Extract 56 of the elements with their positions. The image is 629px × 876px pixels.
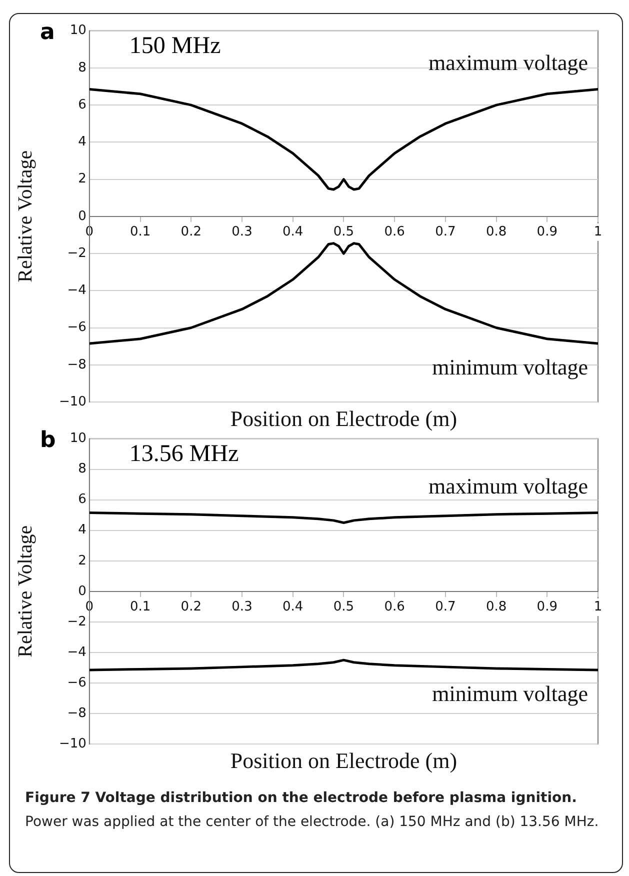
y-tick-label: 6	[78, 97, 86, 112]
y-tick-label: 6	[78, 492, 86, 508]
series-label: maximum voltage	[428, 50, 588, 76]
y-tick-label: 10	[70, 23, 86, 38]
y-tick-label: 2	[78, 553, 86, 568]
y-tick-label: 0	[78, 208, 86, 224]
x-tick-label: 0.1	[130, 224, 151, 240]
caption: Figure 7 Voltage distribution on the electrode before plasma ignition.	[25, 790, 577, 806]
series-label: minimum voltage	[432, 354, 588, 380]
y-tick-label: −4	[67, 283, 86, 298]
y-axis-title: Relative Voltage	[14, 150, 36, 282]
x-tick-label: 0.9	[536, 600, 558, 615]
text: b	[40, 428, 56, 453]
text: Power was applied at the center of the electrode. (a) 150 MHz and (b) 13.56 MHz.	[25, 814, 599, 830]
x-tick-label: 0.5	[333, 600, 354, 615]
y-tick-label: −4	[67, 644, 86, 660]
x-tick-label: 0.2	[180, 600, 202, 615]
y-tick-label: 4	[78, 522, 86, 538]
x-tick-label: 0.9	[536, 224, 558, 240]
y-tick-label: 8	[78, 462, 86, 477]
x-tick-label: 0.3	[232, 224, 252, 240]
y-tick-label: −2	[67, 614, 86, 630]
annotation: 150 MHz	[129, 32, 221, 60]
y-tick-label: −8	[67, 357, 86, 372]
y-tick-label: 4	[78, 134, 86, 150]
x-tick-label: 1	[594, 224, 602, 240]
x-tick-label: 0.7	[435, 224, 456, 240]
x-tick-label: 0.8	[486, 224, 507, 240]
x-tick-label: 0.5	[333, 224, 354, 240]
y-tick-label: 0	[78, 584, 86, 599]
y-tick-label: −8	[67, 706, 86, 721]
y-tick-label: −6	[67, 675, 86, 690]
x-tick-label: 0.4	[282, 600, 304, 615]
y-tick-label: 10	[70, 431, 86, 446]
x-axis-title: Position on Electrode (m)	[229, 748, 458, 774]
x-tick-label: 0.7	[435, 600, 456, 615]
x-tick-label: 0.2	[180, 224, 202, 240]
x-tick-label: 0.4	[282, 224, 304, 240]
y-tick-label: −10	[58, 736, 86, 752]
y-axis-title: Relative Voltage	[14, 525, 36, 658]
annotation: 13.56 MHz	[129, 440, 239, 468]
y-tick-label: −2	[67, 246, 86, 261]
x-tick-label: 1	[594, 600, 602, 615]
series-label: maximum voltage	[428, 474, 588, 499]
x-tick-label: 0.8	[486, 600, 507, 615]
y-tick-label: 2	[78, 172, 86, 187]
y-tick-label: −10	[58, 394, 86, 410]
y-tick-label: 8	[78, 60, 86, 76]
x-axis-title: Position on Electrode (m)	[229, 406, 458, 432]
x-tick-label: 0.3	[232, 600, 252, 615]
x-tick-label: 0.6	[384, 600, 405, 615]
x-tick-label: 0.1	[130, 600, 151, 615]
text: a	[40, 20, 55, 45]
y-tick-label: −6	[67, 320, 86, 336]
series-label: minimum voltage	[432, 680, 588, 706]
x-tick-label: 0.6	[384, 224, 405, 240]
